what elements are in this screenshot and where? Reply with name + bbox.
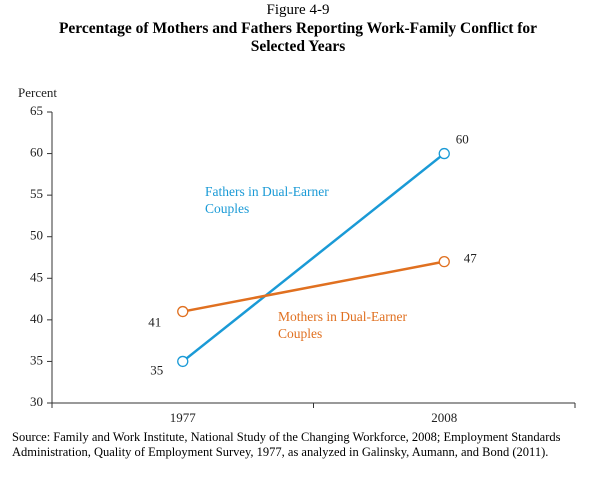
y-tick-label: 30: [30, 394, 43, 409]
series-line: [182, 260, 445, 313]
data-point: [438, 256, 450, 268]
y-tick-label: 40: [30, 311, 43, 326]
data-point: [438, 147, 450, 160]
x-tick-label: 2008: [431, 410, 457, 425]
y-tick-label: 45: [30, 269, 43, 284]
y-tick-label: 35: [30, 352, 43, 367]
data-label: 60: [456, 132, 469, 147]
data-label: 41: [148, 315, 161, 330]
figure-label: Figure 4-9: [266, 2, 330, 18]
y-tick-label: 50: [30, 228, 43, 243]
y-tick-label: 60: [30, 145, 43, 160]
x-tick-label: 1977: [170, 410, 197, 425]
y-axis-label: Percent: [18, 85, 57, 100]
y-tick-label: 65: [30, 103, 43, 118]
source-note: Source: Family and Work Institute, Natio…: [12, 430, 561, 459]
series-line: [181, 152, 446, 363]
chart-title: Percentage of Mothers and Fathers Report…: [58, 20, 538, 55]
series-label: Fathers in Dual-Earner Couples: [205, 184, 329, 216]
data-point: [177, 355, 189, 368]
data-point: [177, 305, 189, 318]
data-label: 35: [150, 362, 163, 377]
data-label: 47: [464, 251, 478, 266]
series-label: Mothers in Dual-Earner Couples: [278, 309, 407, 341]
y-tick-label: 55: [30, 186, 43, 201]
